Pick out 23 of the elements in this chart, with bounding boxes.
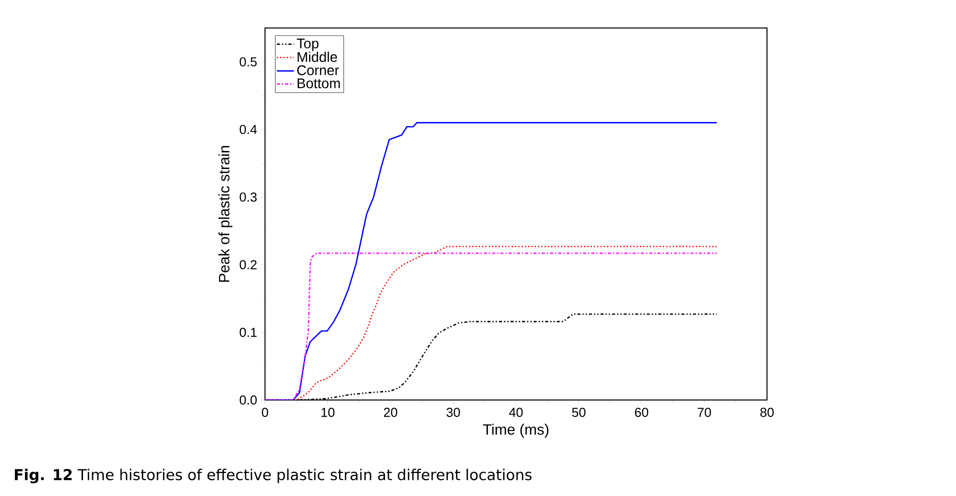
x-tick-label: 20 [384,408,398,417]
y-axis-title: Peak of plastic strain [218,146,232,282]
line-series [265,122,718,400]
x-tick-label: 30 [446,408,460,417]
y-tick-label: 0.2 [240,260,257,270]
y-tick-label: 0.3 [240,192,257,202]
legend-label: Middle [298,52,337,62]
y-tick-label: 0.5 [240,57,257,66]
x-tick-label: 40 [509,408,523,417]
y-tick-label: 0.0 [240,395,257,405]
x-tick-label: 60 [634,408,648,417]
legend-label: Corner [297,65,339,76]
x-tick-label: 50 [572,408,586,417]
x-tick-label: 80 [760,408,774,417]
x-axis-title: Time (ms) [482,424,548,438]
legend-label: Bottom [298,78,340,88]
y-tick-label: 0.1 [240,328,257,337]
y-tick-label: 0.4 [240,124,257,134]
x-tick-label: 70 [698,408,711,417]
legend-label: Top [296,38,318,52]
text: Fig. 12 Time histories of effective plastic strain at different locations [14,468,532,484]
x-tick-label: 0 [262,408,268,417]
x-tick-label: 10 [322,408,334,417]
